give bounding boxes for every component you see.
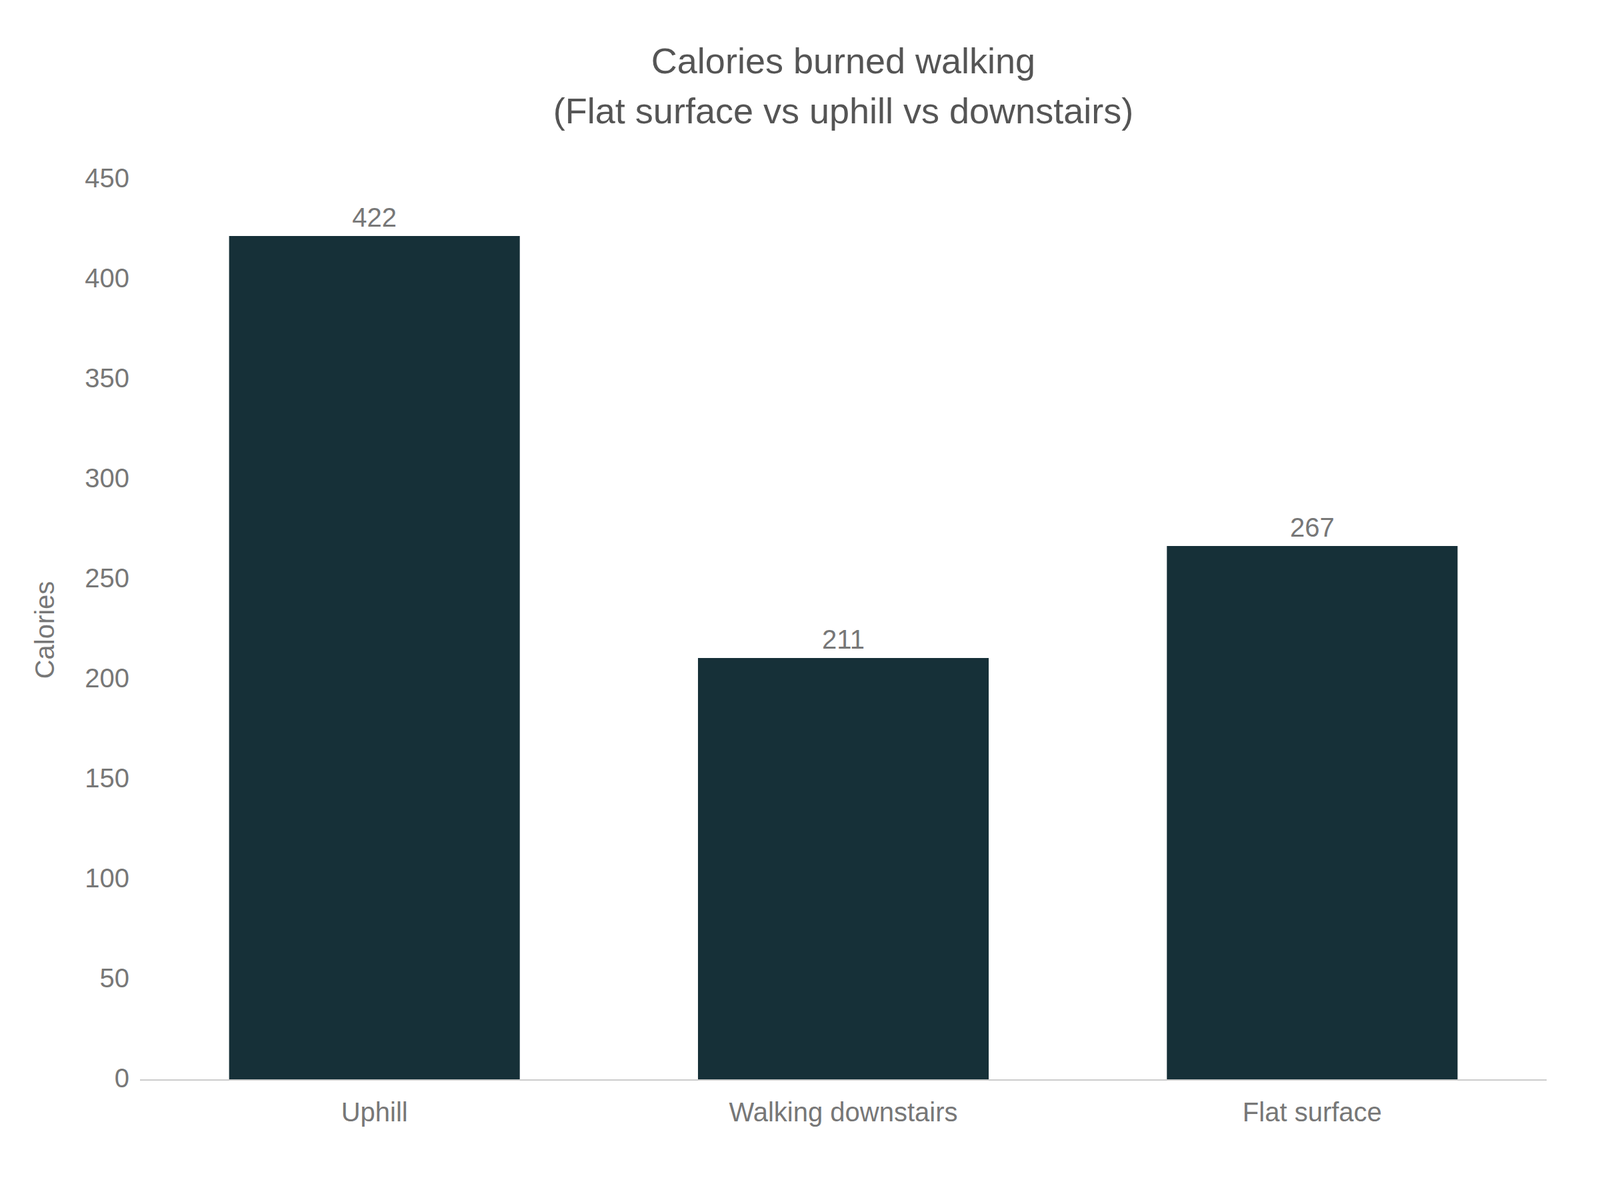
- data-label: 422: [352, 202, 397, 232]
- bar: [698, 658, 989, 1080]
- y-tick-label: 0: [114, 1063, 130, 1093]
- x-axis: Uphill Walking downstairs Flat surface: [341, 1097, 1382, 1127]
- y-tick-label: 250: [84, 563, 130, 593]
- y-tick-label: 400: [84, 263, 130, 293]
- y-tick-label: 200: [84, 663, 130, 693]
- bar: [229, 236, 520, 1080]
- data-label: 267: [1290, 512, 1335, 542]
- y-tick-label: 300: [84, 463, 130, 493]
- y-tick-label: 350: [84, 363, 130, 393]
- title: Calories burned walking: [651, 40, 1036, 81]
- chart-container: Calories burned walking (Flat surface vs …: [0, 0, 1600, 1200]
- y-axis: 0 50 100 150 200 250 300 350 400 450: [84, 163, 130, 1093]
- x-tick-label: Flat surface: [1242, 1097, 1382, 1127]
- y-tick-label: 100: [84, 863, 130, 893]
- x-tick-label: Uphill: [341, 1097, 408, 1127]
- y-tick-label: 150: [84, 763, 130, 793]
- y-tick-label: 50: [100, 963, 130, 993]
- y-tick-label: 450: [84, 163, 130, 193]
- chart-svg: Calories burned walking (Flat surface vs …: [0, 0, 1600, 1200]
- data-labels: 422 211 267: [352, 202, 1334, 654]
- subtitle: (Flat surface vs uphill vs downstairs): [553, 90, 1134, 131]
- data-label: 211: [822, 624, 865, 654]
- bar: [1166, 546, 1458, 1080]
- bars: [229, 236, 1458, 1080]
- x-axis-line: [140, 1079, 1547, 1081]
- y-axis-label: Calories: [30, 581, 60, 680]
- x-tick-label: Walking downstairs: [728, 1097, 958, 1127]
